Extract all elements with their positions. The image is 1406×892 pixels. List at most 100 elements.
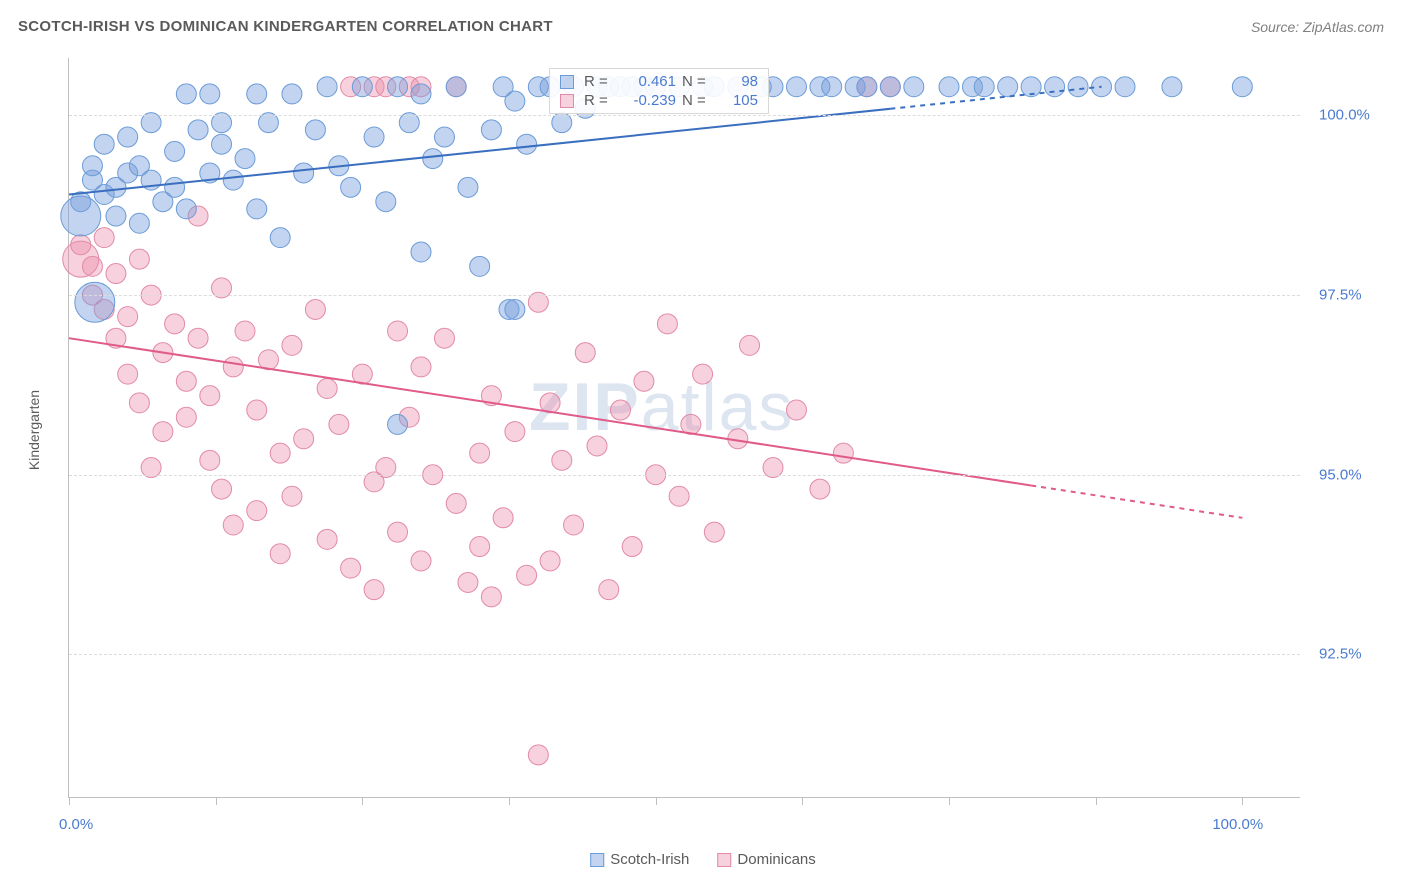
point-b xyxy=(669,486,689,506)
x-tick-label-right: 100.0% xyxy=(1212,816,1263,833)
point-a xyxy=(411,84,431,104)
point-b xyxy=(118,307,138,327)
point-b xyxy=(540,551,560,571)
y-axis-title: Kindergarten xyxy=(26,390,42,470)
point-a xyxy=(939,77,959,97)
legend-item-b: Dominicans xyxy=(717,851,815,868)
point-b xyxy=(786,400,806,420)
point-a xyxy=(1115,77,1135,97)
point-a xyxy=(364,127,384,147)
x-tick-label-left: 0.0% xyxy=(59,816,93,833)
point-a xyxy=(1232,77,1252,97)
point-a xyxy=(517,134,537,154)
point-a xyxy=(106,206,126,226)
point-a xyxy=(188,120,208,140)
y-tick-label: 95.0% xyxy=(1319,466,1362,483)
plot-area: ZIPatlas R = 0.461 N = 98 R = -0.239 N =… xyxy=(68,58,1300,798)
legend-label-b: Dominicans xyxy=(737,851,815,868)
point-b xyxy=(388,522,408,542)
point-b xyxy=(411,357,431,377)
point-b xyxy=(657,314,677,334)
stats-n-value-b: 105 xyxy=(718,92,758,109)
point-b xyxy=(247,400,267,420)
point-a xyxy=(223,170,243,190)
point-b xyxy=(247,501,267,521)
point-a xyxy=(423,149,443,169)
stats-r-value-a: 0.461 xyxy=(622,73,676,90)
point-a xyxy=(446,77,466,97)
point-a xyxy=(176,84,196,104)
point-a xyxy=(270,228,290,248)
point-b xyxy=(505,422,525,442)
point-a xyxy=(305,120,325,140)
x-tick xyxy=(949,797,950,805)
point-a xyxy=(341,177,361,197)
x-tick xyxy=(362,797,363,805)
point-b xyxy=(599,580,619,600)
y-tick-label: 100.0% xyxy=(1319,107,1370,124)
legend-item-a: Scotch-Irish xyxy=(590,851,689,868)
point-a xyxy=(505,91,525,111)
legend-swatch-b xyxy=(717,853,731,867)
y-tick-label: 97.5% xyxy=(1319,287,1362,304)
point-a xyxy=(247,199,267,219)
point-a xyxy=(75,282,115,322)
point-b xyxy=(223,515,243,535)
x-tick xyxy=(69,797,70,805)
point-b xyxy=(270,443,290,463)
point-a xyxy=(880,77,900,97)
point-b xyxy=(176,407,196,427)
point-a xyxy=(1092,77,1112,97)
point-b xyxy=(317,378,337,398)
point-b xyxy=(470,443,490,463)
point-a xyxy=(129,213,149,233)
point-a xyxy=(82,156,102,176)
point-a xyxy=(118,127,138,147)
stats-r-value-b: -0.239 xyxy=(622,92,676,109)
point-b xyxy=(212,479,232,499)
point-b xyxy=(493,508,513,528)
point-a xyxy=(165,141,185,161)
point-b xyxy=(129,393,149,413)
point-b xyxy=(305,299,325,319)
point-a xyxy=(481,120,501,140)
stats-r-label-a: R = xyxy=(584,73,616,90)
point-b xyxy=(564,515,584,535)
x-tick xyxy=(656,797,657,805)
point-b xyxy=(458,572,478,592)
chart-svg xyxy=(69,58,1300,797)
stats-r-label-b: R = xyxy=(584,92,616,109)
point-b xyxy=(833,443,853,463)
point-a xyxy=(352,77,372,97)
stats-n-label-b: N = xyxy=(682,92,712,109)
point-b xyxy=(317,529,337,549)
legend-swatch-a xyxy=(590,853,604,867)
x-tick xyxy=(216,797,217,805)
y-tick-label: 92.5% xyxy=(1319,646,1362,663)
point-a xyxy=(458,177,478,197)
point-a xyxy=(212,134,232,154)
grid-line xyxy=(69,295,1300,296)
point-b xyxy=(223,357,243,377)
point-b xyxy=(634,371,654,391)
grid-line xyxy=(69,475,1300,476)
point-b xyxy=(810,479,830,499)
stats-box: R = 0.461 N = 98 R = -0.239 N = 105 xyxy=(549,68,769,114)
point-a xyxy=(786,77,806,97)
point-a xyxy=(434,127,454,147)
stats-swatch-b xyxy=(560,94,574,108)
point-b xyxy=(282,486,302,506)
chart-title: SCOTCH-IRISH VS DOMINICAN KINDERGARTEN C… xyxy=(18,18,553,35)
point-b xyxy=(200,450,220,470)
point-a xyxy=(317,77,337,97)
point-b xyxy=(517,565,537,585)
stats-n-value-a: 98 xyxy=(718,73,758,90)
point-a xyxy=(1045,77,1065,97)
point-a xyxy=(165,177,185,197)
point-b xyxy=(693,364,713,384)
point-b xyxy=(118,364,138,384)
point-b xyxy=(270,544,290,564)
legend-label-a: Scotch-Irish xyxy=(610,851,689,868)
point-b xyxy=(587,436,607,456)
trend-b-dashed xyxy=(1031,485,1242,517)
